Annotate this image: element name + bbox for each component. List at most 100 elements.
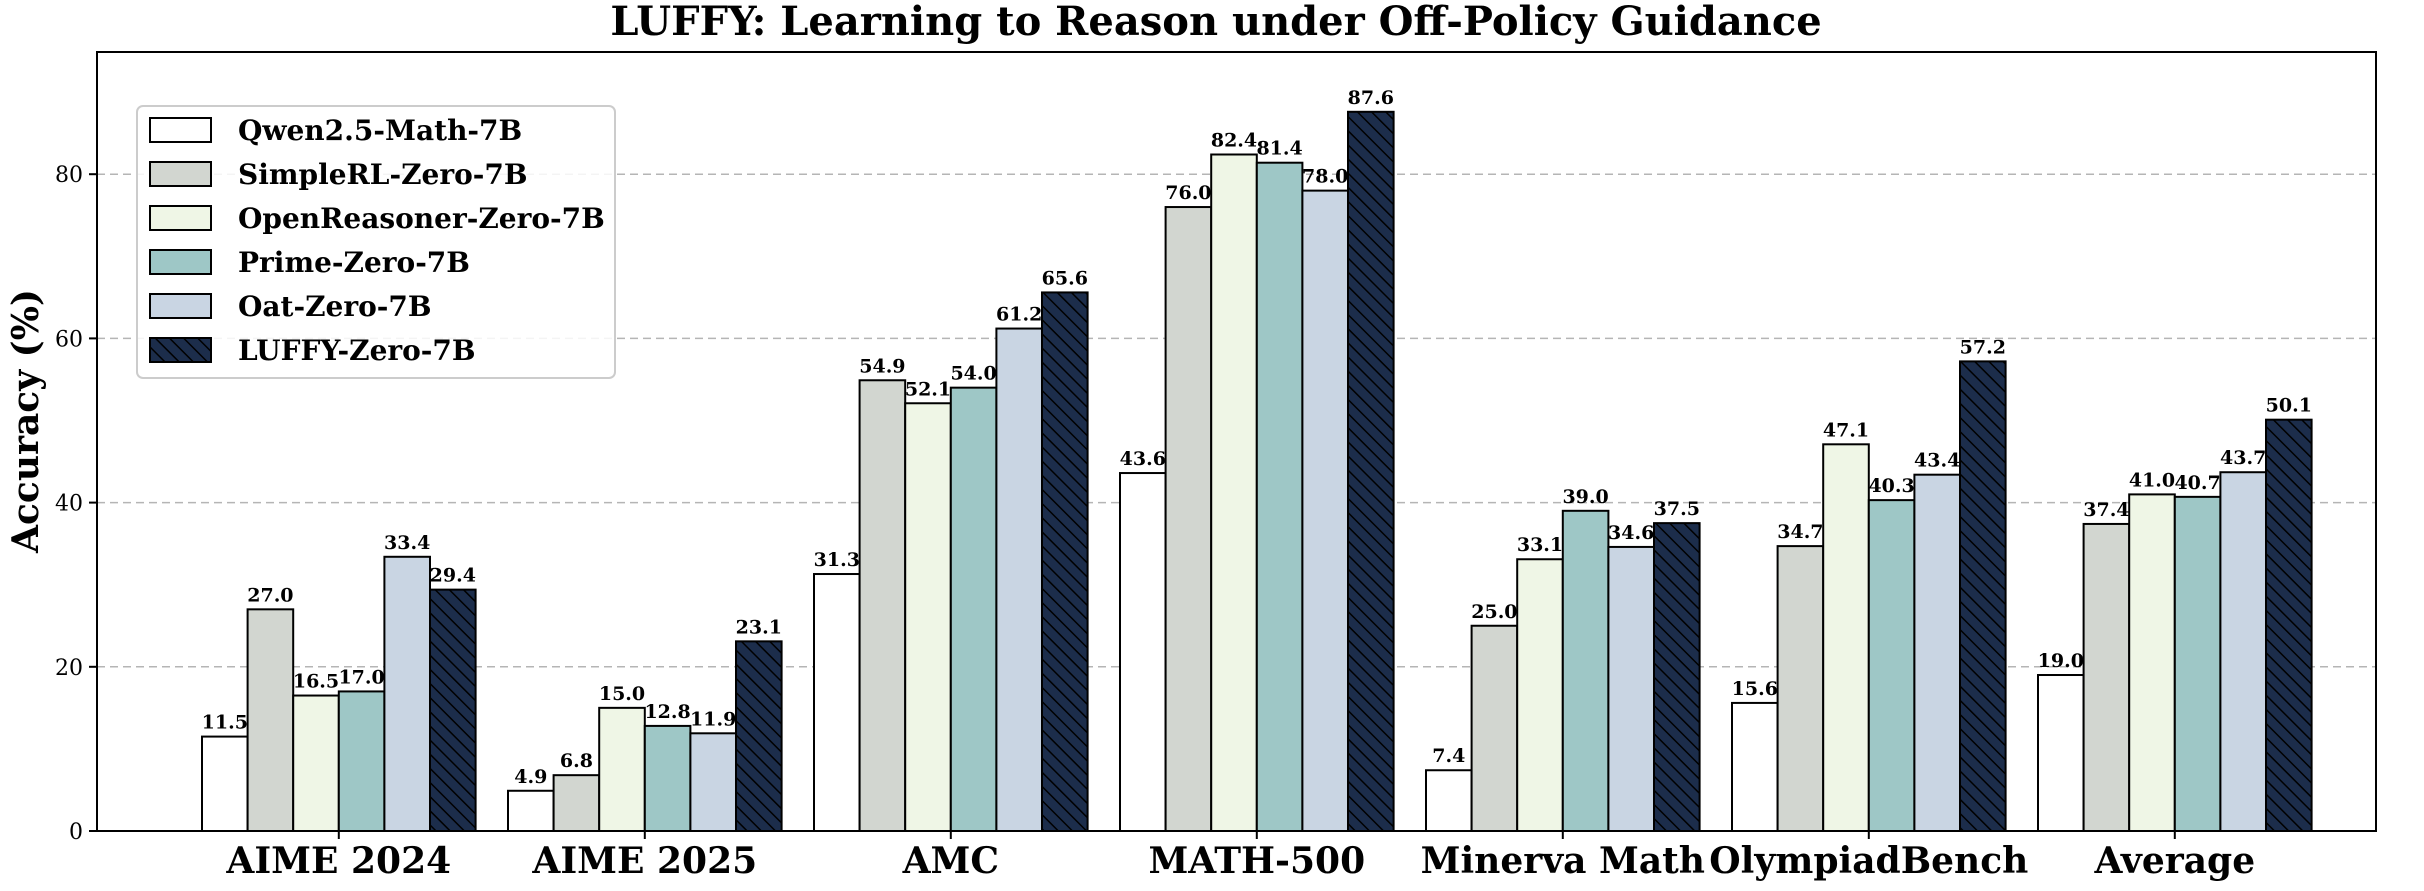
- data-label: 43.6: [1120, 448, 1166, 470]
- x-tick-label: AIME 2024: [225, 840, 451, 882]
- x-tick-label: Minerva Math: [1421, 840, 1705, 882]
- bar: [1470, 624, 1519, 832]
- bar: [1425, 769, 1473, 832]
- x-tick-label: OlympiadBench: [1709, 840, 2028, 882]
- data-label: 87.6: [1348, 87, 1394, 109]
- data-label: 7.4: [1432, 745, 1465, 767]
- legend-swatch: [149, 117, 212, 143]
- bar: [1913, 473, 1962, 832]
- y-tick-label: 20: [55, 656, 83, 681]
- data-label: 15.6: [1732, 678, 1778, 700]
- data-label: 6.8: [560, 750, 593, 772]
- plot-frame: [96, 51, 2377, 832]
- data-label: 11.9: [690, 708, 736, 730]
- bar: [1041, 291, 1089, 832]
- bar: [292, 694, 340, 832]
- data-label: 47.1: [1823, 419, 1869, 441]
- bars: [201, 110, 2313, 833]
- data-label: 37.4: [2083, 499, 2129, 521]
- data-label: 4.9: [514, 766, 547, 788]
- bar: [2173, 495, 2222, 832]
- data-label: 17.0: [338, 666, 384, 688]
- legend-swatch: [149, 337, 212, 363]
- bar: [1822, 443, 1870, 832]
- data-label: 29.4: [430, 565, 476, 587]
- bar: [337, 690, 386, 832]
- data-label: 43.4: [1914, 450, 1960, 472]
- bar: [1347, 110, 1395, 832]
- data-label: 54.9: [859, 355, 905, 377]
- chart-title: LUFFY: Learning to Reason under Off-Poli…: [610, 0, 1821, 45]
- y-axis: 0 20 40 60 80: [55, 163, 97, 845]
- legend-swatch: [149, 161, 212, 187]
- bar: [2219, 471, 2267, 832]
- bar: [201, 735, 249, 833]
- data-label: 81.4: [1256, 138, 1302, 160]
- bar: [2037, 674, 2085, 833]
- legend-label: Oat-Zero-7B: [238, 290, 432, 323]
- data-label: 40.7: [2174, 472, 2220, 494]
- bar: [246, 608, 295, 833]
- bar: [1255, 161, 1304, 832]
- bar: [1731, 701, 1779, 833]
- data-label: 34.7: [1777, 521, 1823, 543]
- bar: [1607, 545, 1656, 833]
- data-label: 40.3: [1868, 475, 1914, 497]
- legend-label: SimpleRL-Zero-7B: [238, 158, 528, 191]
- bar: [1867, 499, 1916, 832]
- bar: [1210, 153, 1258, 833]
- bar: [507, 789, 555, 832]
- x-tick-label: Average: [2093, 840, 2255, 882]
- data-label: 54.0: [950, 363, 996, 385]
- data-label: 41.0: [2129, 469, 2175, 491]
- bar: [995, 327, 1044, 832]
- bar: [1959, 360, 2007, 832]
- legend-label: Prime-Zero-7B: [238, 246, 470, 279]
- bar: [552, 774, 601, 832]
- data-label: 33.1: [1517, 534, 1563, 556]
- data-label: 15.0: [599, 683, 645, 705]
- bar: [1776, 545, 1825, 832]
- data-label: 23.1: [736, 616, 782, 638]
- bar: [813, 573, 861, 832]
- data-label: 61.2: [996, 304, 1042, 326]
- bar: [735, 640, 783, 832]
- data-label: 37.5: [1654, 498, 1700, 520]
- bar: [598, 706, 646, 832]
- legend-swatch: [149, 293, 212, 319]
- x-tick-label: AMC: [902, 840, 999, 882]
- x-axis: AIME 2024 AIME 2025 AMC MATH-500 Minerva Mat…: [225, 831, 2255, 882]
- data-label: 52.1: [905, 378, 951, 400]
- data-label: 31.3: [814, 549, 860, 571]
- data-label: 34.6: [1608, 522, 1654, 544]
- legend-label: LUFFY-Zero-7B: [238, 334, 476, 367]
- data-label: 19.0: [2038, 650, 2084, 672]
- data-label: 82.4: [1211, 129, 1257, 151]
- bar: [949, 386, 998, 832]
- bar: [1561, 509, 1610, 832]
- data-label: 78.0: [1302, 166, 1348, 188]
- legend-label: Qwen2.5-Math-7B: [238, 114, 522, 147]
- data-label: 27.0: [247, 584, 293, 606]
- bar: [1516, 558, 1564, 833]
- data-label: 39.0: [1562, 486, 1608, 508]
- y-tick-label: 60: [55, 327, 83, 352]
- legend: Qwen2.5-Math-7B SimpleRL-Zero-7B OpenReaso…: [136, 105, 616, 379]
- data-labels: 11.5 27.0 16.5 17.0 33.429.4 4.9 6.8 15.012.8 11…: [202, 87, 2312, 788]
- data-label: 25.0: [1471, 601, 1517, 623]
- bar: [643, 724, 692, 832]
- bar: [904, 402, 952, 832]
- data-label: 65.6: [1042, 267, 1088, 289]
- data-label: 33.4: [384, 532, 430, 554]
- bar: [1164, 206, 1213, 833]
- x-tick-label: MATH-500: [1148, 840, 1365, 882]
- legend-swatch: [149, 205, 212, 231]
- bar: [689, 732, 738, 833]
- data-label: 76.0: [1165, 182, 1211, 204]
- data-label: 50.1: [2266, 395, 2312, 417]
- bar: [1301, 189, 1350, 832]
- bar: [2128, 493, 2176, 832]
- bar: [858, 379, 907, 832]
- bar: [1119, 472, 1167, 832]
